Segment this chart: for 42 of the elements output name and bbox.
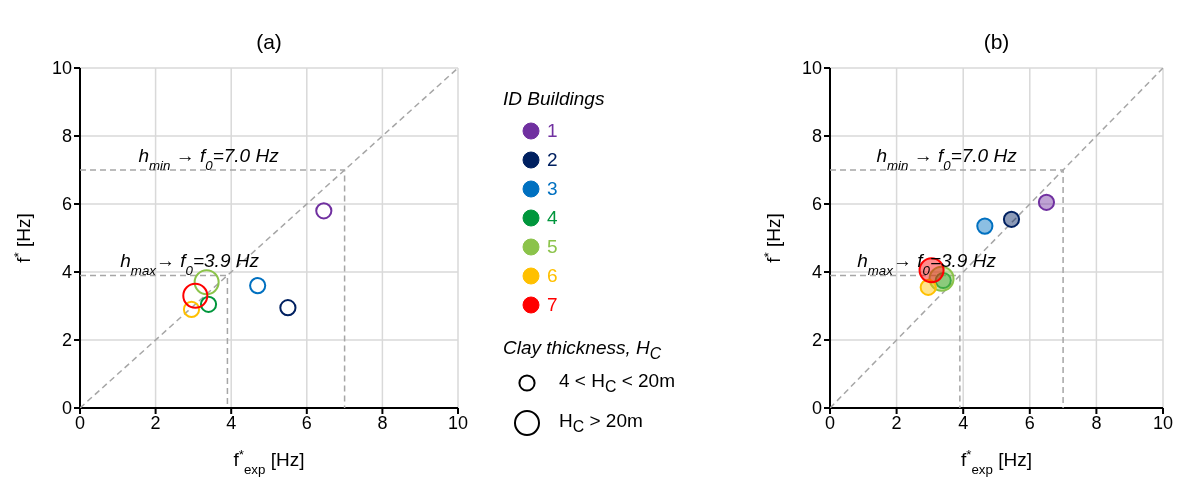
y-tick-label: 8 (61, 126, 72, 147)
x-tick-label: 6 (1024, 412, 1035, 433)
x-tick-label: 2 (891, 412, 902, 433)
x-tick-label: 4 (958, 412, 969, 433)
text: Clay thickness, H$_{C}$ (503, 337, 663, 363)
x-tick-label: 0 (74, 412, 86, 433)
legend-label: 4 < H$_{C}$ < 20m (559, 369, 676, 396)
annotation: h$_{min}$ → f$_{0}$=7.0 Hz (138, 145, 280, 173)
x-tick-label: 4 (226, 412, 237, 433)
chart-title: (a) (255, 30, 283, 54)
legend-label: 3 (547, 177, 558, 200)
x-axis-title: f$^{*}$$_{exp}$ [Hz] (961, 446, 1032, 477)
y-tick-label: 10 (801, 58, 822, 79)
x-axis-title: f$^{*}$$_{exp}$ [Hz] (233, 446, 305, 477)
legend-title: ID Buildings (503, 88, 606, 110)
y-tick-label: 2 (61, 330, 72, 351)
legend-label: 2 (547, 148, 558, 171)
annotation: h$_{min}$ → f$_{0}$=7.0 Hz (876, 145, 1018, 173)
legend-label: 4 (547, 206, 558, 229)
legend-label: 5 (547, 235, 558, 258)
x-tick-label: 8 (1091, 412, 1102, 433)
annotation: h$_{max}$→ f$_{0}$=3.9 Hz (120, 250, 260, 278)
y-tick-label: 0 (61, 398, 72, 419)
x-tick-label: 10 (447, 412, 469, 433)
y-tick-label: 2 (811, 330, 822, 351)
y-tick-label: 10 (51, 58, 72, 79)
chart-title: (b) (982, 30, 1011, 54)
text: 7 (547, 293, 558, 316)
x-tick-label: 0 (824, 412, 836, 433)
x-tick-label: 6 (301, 412, 312, 433)
y-tick-label: 6 (61, 194, 72, 215)
x-tick-label: 10 (1152, 412, 1174, 433)
legend-label: H$_{C}$ > 20m (559, 409, 643, 436)
y-tick-label: 0 (811, 398, 822, 419)
x-tick-label: 2 (150, 412, 161, 433)
legend-label: 6 (547, 264, 558, 287)
y-tick-label: 4 (61, 262, 72, 283)
y-tick-label: 8 (811, 126, 822, 147)
y-tick-label: 4 (811, 262, 822, 283)
y-tick-label: 6 (811, 194, 822, 215)
legend-label: 1 (547, 119, 558, 142)
x-tick-label: 8 (377, 412, 388, 433)
